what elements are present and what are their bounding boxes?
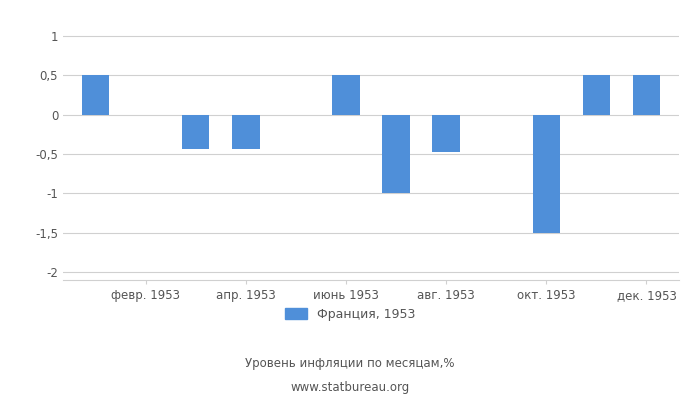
Bar bbox=[582, 74, 610, 115]
Bar bbox=[232, 115, 260, 148]
Bar bbox=[382, 115, 410, 193]
Text: www.statbureau.org: www.statbureau.org bbox=[290, 382, 410, 394]
Bar bbox=[433, 115, 460, 152]
Bar bbox=[533, 115, 560, 233]
Bar bbox=[332, 75, 360, 115]
Bar bbox=[633, 74, 660, 115]
Legend: Франция, 1953: Франция, 1953 bbox=[279, 303, 421, 326]
Text: Уровень инфляции по месяцам,%: Уровень инфляции по месяцам,% bbox=[245, 358, 455, 370]
Bar bbox=[82, 75, 109, 115]
Bar bbox=[182, 115, 209, 148]
